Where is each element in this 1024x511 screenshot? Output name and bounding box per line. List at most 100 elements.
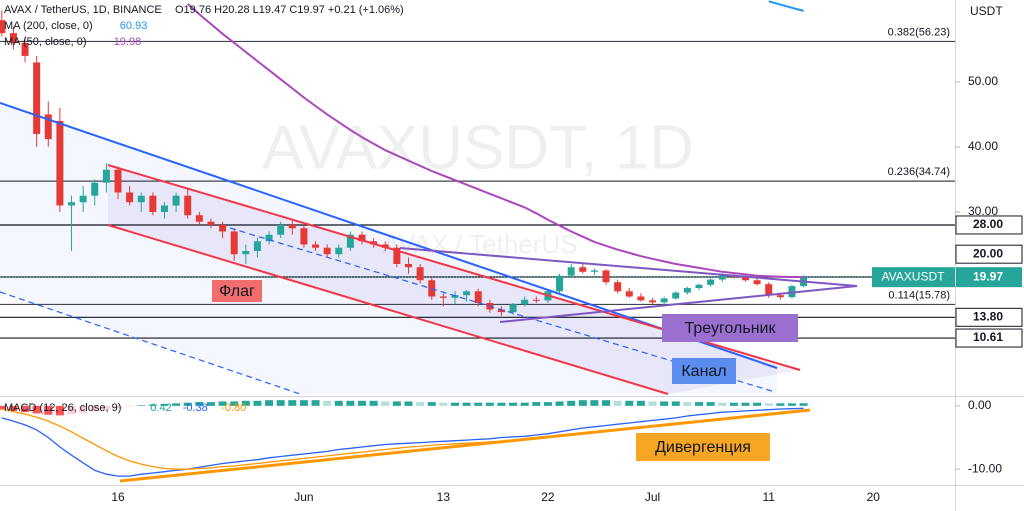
candle-body [602, 270, 610, 283]
macd-histogram-bar [102, 405, 111, 410]
macd-histogram-bar [114, 405, 122, 408]
candle-body [288, 224, 296, 229]
macd-histogram-bar [346, 400, 355, 406]
candle-body [323, 247, 331, 255]
ma-legend-name: MA (200, close, 0) [4, 20, 93, 32]
candle-body [335, 247, 343, 255]
macd-histogram-bar [485, 402, 494, 406]
candle-body [0, 20, 6, 34]
macd-histogram-bar [520, 402, 529, 406]
ma-legend-name: MA (50, close, 0) [4, 36, 87, 48]
macd-histogram-bar [648, 401, 657, 406]
candle-body [683, 288, 691, 293]
triangle-label: Треугольник [685, 320, 777, 337]
fib-label: 0.114(15.78) [888, 289, 950, 301]
macd-histogram-bar [276, 400, 285, 406]
candle-body [68, 202, 76, 206]
macd-histogram-bar [602, 400, 611, 406]
triangle-label-box [662, 314, 798, 342]
level-tag [955, 328, 1023, 348]
macd-histogram-bar [567, 400, 576, 406]
macd-histogram-bar [799, 403, 808, 406]
candle-body [532, 299, 540, 301]
macd-histogram-bar [741, 402, 750, 406]
candle-body [79, 195, 87, 203]
macd-histogram-bar [0, 405, 6, 410]
macd-histogram-bar [334, 400, 343, 406]
x-tick-label: 16 [111, 490, 125, 504]
macd-histogram-bar [532, 402, 541, 406]
candle-body [556, 275, 564, 292]
macd-histogram-bar [613, 400, 622, 406]
quote: O19.76 H20.28 L19.47 C19.97 +0.21 (+1.06… [175, 4, 404, 16]
triangle-line [399, 247, 858, 287]
candle-body [579, 267, 587, 272]
macd-histogram-bar [392, 401, 401, 406]
macd-legend-value: 0.42 [150, 402, 171, 414]
candle-body [277, 224, 285, 235]
candle-body [253, 241, 261, 251]
macd-histogram-bar [462, 402, 471, 406]
candle-body [451, 295, 459, 298]
candle-body [649, 300, 657, 303]
macd-histogram-bar [137, 405, 146, 406]
macd-histogram-bar [660, 401, 669, 406]
flag-line [107, 224, 669, 395]
candle-body [358, 234, 366, 242]
symbol-tag-label: AVAXUSDT [882, 269, 946, 283]
macd-title: MACD (12, 26, close, 9) [4, 402, 121, 414]
candle-body [439, 296, 447, 298]
candle-body [160, 205, 168, 212]
y-tick-label: 50.00 [968, 74, 998, 88]
level-tag-label: 13.80 [973, 309, 1003, 323]
macd-histogram-bar [90, 405, 99, 412]
candle-body [346, 234, 354, 248]
macd-histogram-bar [695, 402, 703, 406]
candle-body [753, 280, 761, 285]
macd-histogram-bar [427, 402, 436, 406]
macd-histogram-bar [67, 405, 76, 415]
watermark: AVAXUSDT, 1D AVAX / TetherUS [262, 113, 694, 259]
channel-label: Канал [681, 363, 726, 380]
x-tick-label: 11 [762, 490, 775, 504]
macd-histogram-bar [79, 405, 88, 413]
macd-histogram-bar [625, 400, 634, 406]
last-price-tag [956, 267, 1022, 288]
candle-body [207, 221, 215, 225]
macd-histogram-bar [497, 402, 506, 406]
macd-histogram-bar [148, 404, 157, 406]
x-tick-label: 13 [437, 490, 451, 504]
macd-histogram-bar [706, 402, 715, 406]
candle-body [91, 182, 99, 196]
macd-histogram-bar [218, 401, 227, 406]
candle-body [614, 282, 622, 292]
candle-body [405, 263, 412, 268]
candle-body [567, 267, 575, 276]
candle-body [463, 291, 471, 296]
candle-body [21, 42, 29, 56]
ma-legend-value: 60.93 [120, 20, 148, 32]
y-tick-label: 0.00 [968, 398, 992, 412]
divergence-label-box [636, 433, 770, 461]
candle-body [184, 195, 192, 216]
divergence-line [119, 408, 811, 483]
level-tag [955, 215, 1023, 235]
macd-histogram-bar [683, 402, 692, 406]
candle-body [637, 296, 645, 301]
macd-histogram-bar [764, 403, 773, 406]
channel-dashed [0, 291, 301, 395]
divergence-label: Дивергенция [655, 439, 751, 456]
candle-body [230, 231, 238, 255]
candle-body [707, 279, 715, 285]
macd-histogram-bar [125, 405, 134, 407]
macd-histogram-bar [253, 400, 262, 406]
macd-histogram-bar [241, 400, 250, 406]
level-tag-label: 10.61 [973, 330, 1003, 344]
macd-histogram-bar [288, 400, 297, 406]
macd-histogram-bar [474, 402, 483, 406]
candle-body [718, 275, 726, 280]
candle-body [695, 284, 703, 289]
y-tick-label: 40.00 [968, 139, 998, 153]
